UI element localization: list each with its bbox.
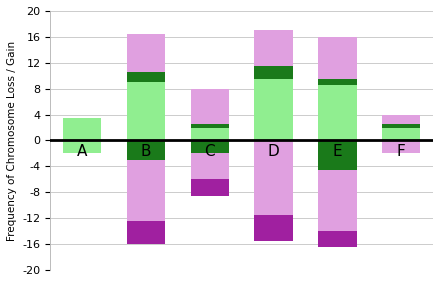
Bar: [254, 66, 293, 79]
Bar: [254, 79, 293, 140]
Text: C: C: [205, 144, 215, 159]
Bar: [191, 128, 229, 140]
Text: A: A: [77, 144, 88, 159]
Bar: [127, 72, 165, 82]
Text: D: D: [268, 144, 279, 159]
Bar: [127, 140, 165, 160]
Bar: [382, 140, 420, 153]
Bar: [318, 85, 356, 140]
Text: F: F: [397, 144, 406, 159]
Bar: [254, 140, 293, 215]
Bar: [382, 115, 420, 124]
Bar: [191, 153, 229, 179]
Bar: [382, 128, 420, 140]
Text: E: E: [333, 144, 342, 159]
Bar: [127, 82, 165, 140]
Bar: [254, 30, 293, 66]
Bar: [127, 34, 165, 72]
Text: B: B: [141, 144, 151, 159]
Bar: [63, 118, 101, 140]
Bar: [318, 37, 356, 79]
Bar: [127, 160, 165, 222]
Y-axis label: Frequency of Chromosome Loss / Gain: Frequency of Chromosome Loss / Gain: [7, 40, 17, 241]
Bar: [318, 170, 356, 231]
Bar: [318, 231, 356, 247]
Bar: [318, 79, 356, 85]
Bar: [191, 140, 229, 153]
Bar: [63, 140, 101, 153]
Bar: [191, 179, 229, 196]
Bar: [63, 140, 101, 153]
Bar: [382, 124, 420, 128]
Bar: [318, 140, 356, 170]
Bar: [127, 222, 165, 244]
Bar: [191, 89, 229, 124]
Bar: [254, 215, 293, 241]
Bar: [191, 124, 229, 128]
